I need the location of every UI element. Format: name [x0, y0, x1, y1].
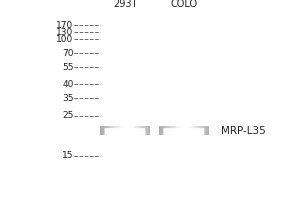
Text: 293T: 293T	[113, 0, 137, 9]
Bar	[176, 126, 179, 135]
Bar	[199, 126, 202, 135]
Bar	[145, 126, 148, 135]
Bar	[78, 14, 100, 188]
Bar	[105, 126, 108, 135]
Bar	[159, 126, 161, 135]
Bar	[135, 126, 138, 135]
Bar	[179, 126, 181, 135]
Bar	[191, 126, 194, 135]
Text: 170: 170	[56, 21, 74, 30]
Bar	[142, 126, 145, 135]
Bar	[148, 126, 150, 135]
Bar	[118, 126, 120, 135]
Bar	[103, 126, 105, 135]
Bar	[184, 126, 187, 135]
Bar	[128, 126, 130, 135]
Bar	[166, 126, 169, 135]
FancyBboxPatch shape	[164, 128, 204, 135]
Bar	[133, 126, 135, 135]
Bar	[115, 126, 118, 135]
Text: COLO: COLO	[170, 0, 197, 9]
Bar	[204, 126, 206, 135]
Text: 55: 55	[62, 63, 74, 72]
Bar	[150, 14, 159, 188]
Bar	[206, 126, 209, 135]
Bar	[130, 126, 133, 135]
Text: 35: 35	[62, 94, 74, 103]
Bar	[209, 14, 225, 188]
Bar	[110, 126, 113, 135]
Bar	[100, 126, 103, 135]
Bar	[201, 126, 204, 135]
Text: 130: 130	[56, 28, 74, 37]
Bar	[161, 126, 164, 135]
Bar	[140, 126, 143, 135]
Bar	[112, 126, 115, 135]
Bar	[120, 126, 123, 135]
Bar	[174, 126, 176, 135]
Text: 100: 100	[56, 35, 74, 44]
Bar	[137, 126, 140, 135]
FancyBboxPatch shape	[105, 128, 146, 135]
Text: 70: 70	[62, 49, 74, 58]
Bar	[181, 126, 184, 135]
Bar	[189, 126, 191, 135]
Bar	[171, 126, 174, 135]
Bar	[107, 126, 110, 135]
Bar	[194, 126, 196, 135]
Bar	[186, 126, 189, 135]
Text: 40: 40	[62, 80, 74, 89]
Bar	[164, 126, 166, 135]
Bar	[125, 126, 128, 135]
Text: 15: 15	[62, 151, 74, 160]
Bar	[196, 126, 199, 135]
Bar	[169, 126, 172, 135]
Bar	[122, 126, 125, 135]
Text: MRP-L35: MRP-L35	[221, 126, 266, 136]
Text: 25: 25	[62, 111, 74, 120]
